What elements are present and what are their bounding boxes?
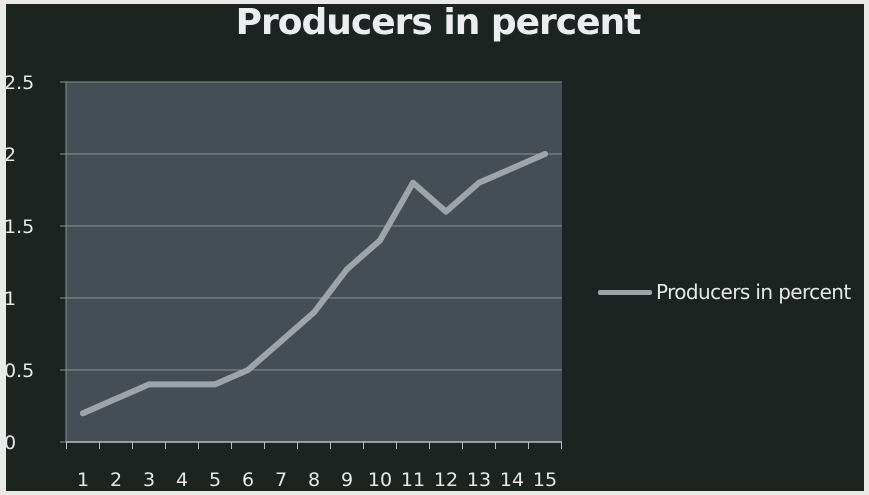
data-point <box>212 381 218 388</box>
x-tick-label: 1 <box>77 469 89 491</box>
legend: Producers in percent <box>598 280 860 304</box>
x-tick-label: 12 <box>434 469 458 491</box>
y-tick-label: 2.5 <box>4 72 34 94</box>
y-tick-label: 0 <box>4 432 16 454</box>
data-point <box>146 381 152 388</box>
data-point <box>179 381 185 388</box>
x-tick-label: 13 <box>467 469 491 491</box>
x-tick-label: 2 <box>110 469 122 491</box>
x-tick-label: 9 <box>341 469 353 491</box>
data-point <box>542 151 548 157</box>
y-tick-label: 2 <box>4 144 16 166</box>
chart-title: Producers in percent <box>235 2 642 43</box>
data-point <box>113 395 119 402</box>
x-tick-label: 14 <box>500 469 524 491</box>
data-point <box>476 179 482 186</box>
data-point <box>278 338 284 345</box>
data-point <box>509 165 515 172</box>
x-tick-label: 5 <box>209 469 221 491</box>
legend-line-swatch <box>598 290 652 295</box>
data-point <box>410 179 416 186</box>
x-tick-label: 11 <box>401 469 425 491</box>
x-tick-label: 8 <box>308 469 320 491</box>
x-tick-label: 7 <box>275 469 287 491</box>
x-tick-label: 10 <box>368 469 392 491</box>
data-point <box>245 367 251 373</box>
legend-label: Producers in percent <box>656 280 851 304</box>
x-tick-label: 3 <box>143 469 155 491</box>
x-tick-label: 4 <box>176 469 188 491</box>
data-point <box>443 208 449 215</box>
y-tick-label: 1 <box>4 288 16 310</box>
x-tick-label: 6 <box>242 469 254 491</box>
data-point <box>311 309 317 316</box>
x-tick-label: 15 <box>533 469 557 491</box>
y-tick-label: 1.5 <box>4 216 34 238</box>
data-point <box>377 237 383 244</box>
y-tick-label: 0.5 <box>4 360 34 382</box>
data-point <box>344 266 350 273</box>
data-point <box>80 410 86 417</box>
